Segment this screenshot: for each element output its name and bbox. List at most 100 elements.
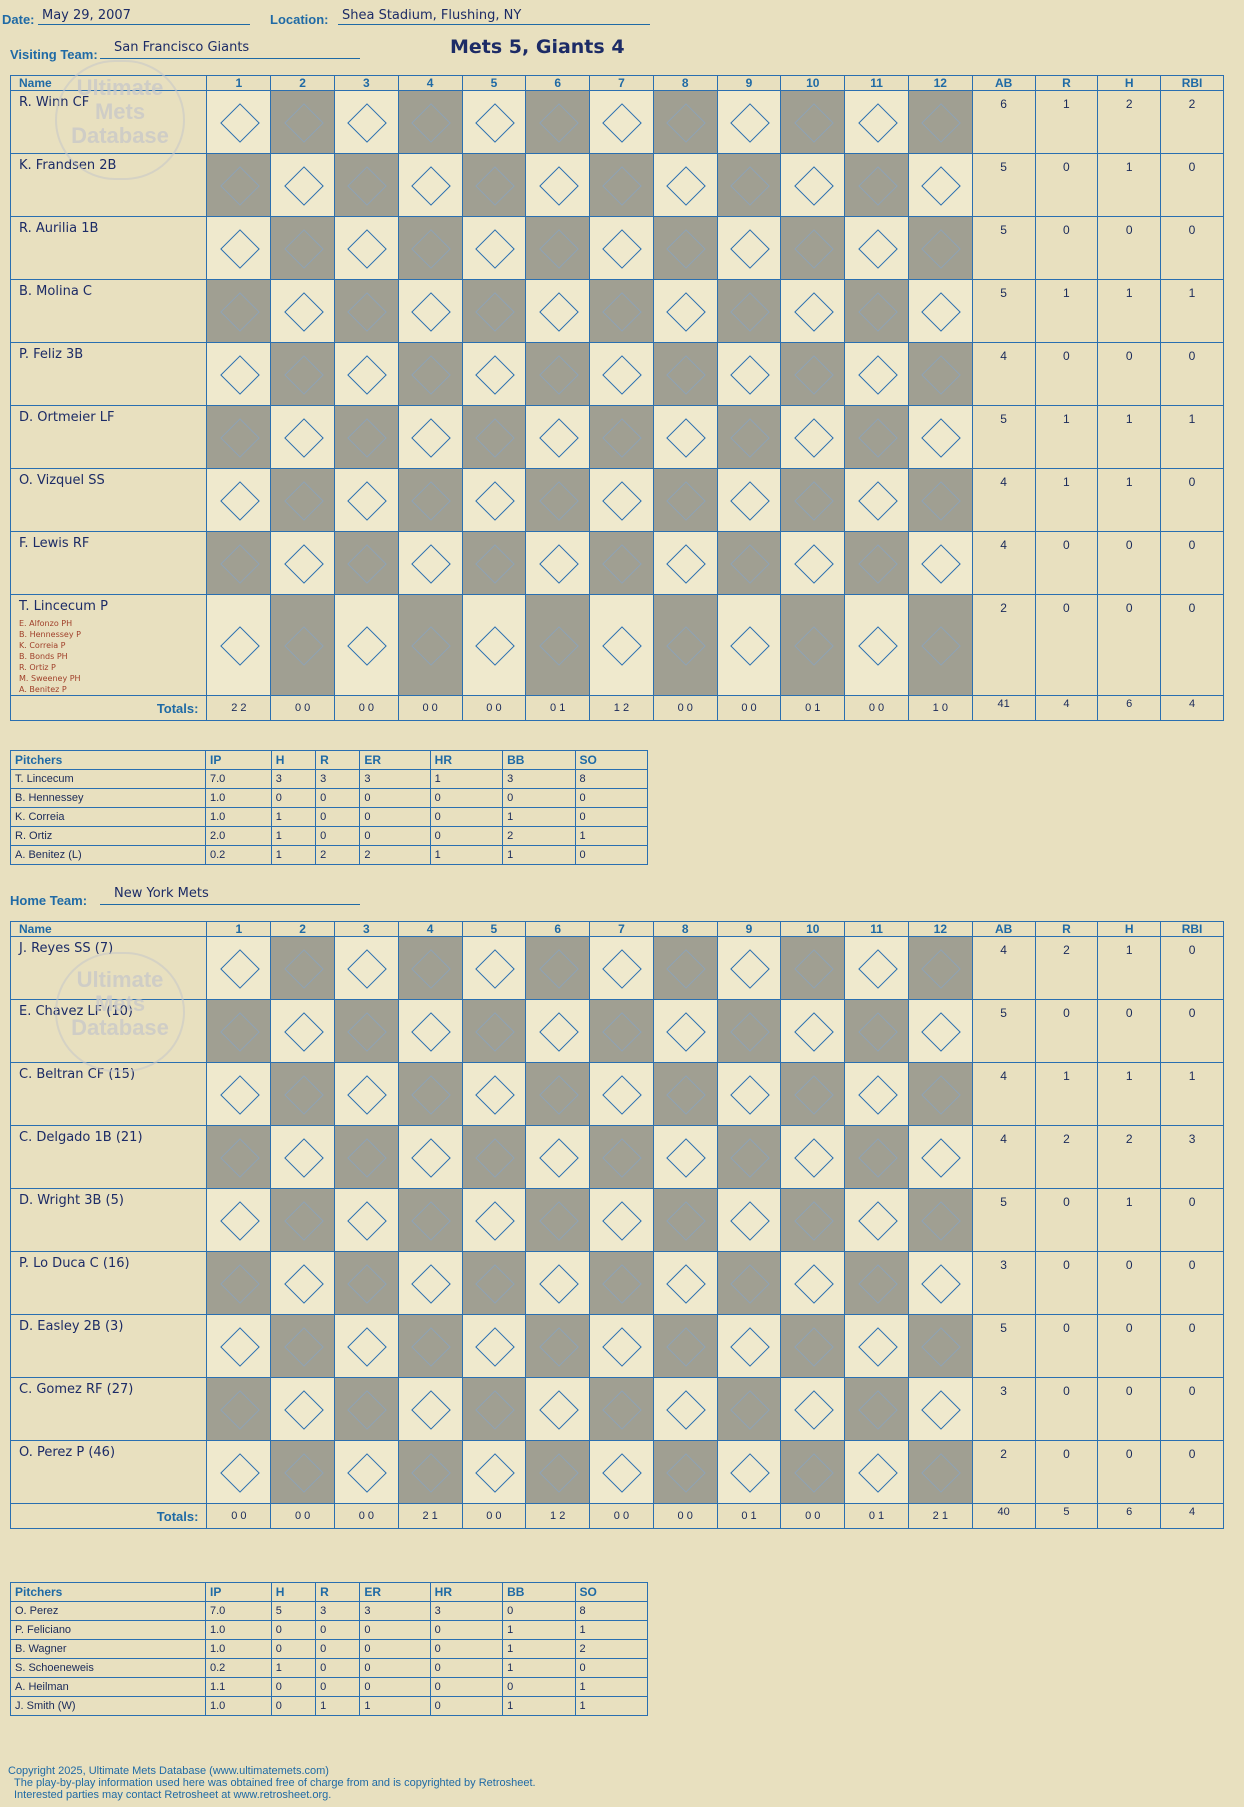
pitch-cell: 0 (574, 1658, 649, 1678)
total-ab: 40 (971, 1503, 1036, 1529)
at-bat-cell (334, 531, 399, 595)
total-r: 4 (1034, 695, 1099, 721)
sub-player: R. Ortiz P (19, 663, 56, 672)
at-bat-cell (780, 342, 846, 406)
inning-header: 10 (780, 75, 846, 91)
pitch-cell: B. Hennessey (10, 788, 206, 808)
inning-header: 6 (525, 75, 591, 91)
at-bat-cell (780, 279, 846, 343)
stat-h: 0 (1097, 1251, 1162, 1315)
at-bat-cell (334, 405, 399, 469)
at-bat-cell (206, 1314, 272, 1378)
pitch-header: H (270, 750, 317, 770)
at-bat-cell (780, 1188, 846, 1252)
inning-header: 12 (907, 921, 973, 937)
pitch-cell: 0 (429, 1658, 504, 1678)
inning-rh: 0 0 (333, 1503, 399, 1529)
at-bat-cell (334, 342, 399, 406)
pitch-cell: 1 (574, 1620, 649, 1640)
pitch-header: SO (574, 750, 649, 770)
at-bat-cell (589, 153, 654, 217)
pitch-cell: 0 (359, 1677, 431, 1697)
stat-ab: 5 (971, 1188, 1036, 1252)
at-bat-cell (716, 936, 782, 1000)
hgrid-host-scorecard: Name 1 2 3 4 5 6 7 8 9 10 11 12 AB R H RBI J. Reyes SS (7… (9, 921, 1224, 1529)
at-bat-cell (844, 1125, 909, 1189)
at-bat-cell (844, 468, 909, 532)
at-bat-cell (652, 1251, 718, 1315)
pitch-cell: 0 (270, 1696, 317, 1716)
pitch-cell: 0 (315, 788, 361, 808)
at-bat-cell (461, 153, 527, 217)
date-value: May 29, 2007 (42, 8, 131, 23)
pitch-cell: K. Correia (10, 807, 206, 827)
inning-rh: 0 0 (206, 1503, 272, 1529)
stat-rbi: 1 (1160, 1062, 1224, 1126)
total-rbi: 4 (1160, 695, 1224, 721)
pitch-cell: 0 (359, 807, 431, 827)
stat-rbi: 2 (1160, 90, 1224, 154)
pitch-cell: 1.1 (205, 1677, 272, 1697)
at-bat-cell (716, 342, 782, 406)
pitch-cell: 1.0 (205, 1639, 272, 1659)
inning-header: 4 (397, 75, 463, 91)
at-bat-cell (270, 594, 335, 696)
at-bat-cell (397, 468, 463, 532)
at-bat-cell (716, 1125, 782, 1189)
at-bat-cell (780, 1377, 846, 1441)
pitch-cell: 2 (359, 845, 431, 865)
stat-r: 0 (1034, 153, 1099, 217)
at-bat-cell (397, 405, 463, 469)
at-bat-cell (333, 1440, 399, 1504)
home-team-label: Home Team: (10, 893, 88, 908)
at-bat-cell (206, 594, 272, 696)
at-bat-cell (907, 468, 973, 532)
inning-header: 10 (780, 921, 846, 937)
pitcher-row: T. Lincecum 7.0 3 3 3 1 3 8 (10, 769, 649, 789)
at-bat-cell (333, 1251, 399, 1315)
at-bat-cell (206, 1062, 272, 1126)
pitch-cell: 0 (429, 1620, 504, 1640)
at-bat-cell (461, 1251, 527, 1315)
stat-h: 0 (1097, 216, 1162, 280)
at-bat-cell (780, 1314, 846, 1378)
pitch-cell: 0 (270, 1620, 317, 1640)
pitch-header: R (315, 750, 361, 770)
at-bat-cell (716, 1440, 782, 1504)
stat-h: 2 (1097, 90, 1162, 154)
stat-rbi: 0 (1160, 1314, 1224, 1378)
inning-rh: 1 2 (525, 1503, 591, 1529)
at-bat-cell (397, 90, 463, 154)
batter-name: P. Feliz 3B (9, 342, 208, 406)
stat-ab: 4 (971, 468, 1036, 532)
at-bat-cell (525, 1188, 591, 1252)
at-bat-cell (270, 936, 335, 1000)
at-bat-cell (333, 1377, 399, 1441)
batter-row: C. Gomez RF (27) 3 0 0 0 (9, 1377, 1224, 1441)
at-bat-cell (780, 1440, 846, 1504)
at-bat-cell (780, 90, 846, 154)
at-bat-cell (461, 1314, 527, 1378)
inning-header: 4 (397, 921, 463, 937)
pitcher-row: A. Benitez (L) 0.2 1 2 2 1 1 0 (10, 845, 649, 865)
inning-rh: 2 1 (907, 1503, 973, 1529)
at-bat-cell (206, 468, 272, 532)
pitch-cell: 1 (574, 1696, 649, 1716)
pitch-cell: B. Wagner (10, 1639, 206, 1659)
stat-r: 1 (1034, 1062, 1099, 1126)
h-header: H (1097, 75, 1162, 91)
at-bat-cell (397, 1062, 463, 1126)
stat-rbi: 0 (1160, 999, 1224, 1063)
at-bat-cell (461, 405, 527, 469)
at-bat-cell (780, 216, 846, 280)
at-bat-cell (206, 153, 272, 217)
stat-h: 0 (1097, 1314, 1162, 1378)
at-bat-cell (270, 1062, 335, 1126)
at-bat-cell (270, 1188, 335, 1252)
at-bat-cell (652, 531, 718, 595)
stat-r: 1 (1034, 405, 1099, 469)
stat-h: 1 (1097, 405, 1162, 469)
at-bat-cell (461, 1188, 527, 1252)
at-bat-cell (270, 1251, 335, 1315)
